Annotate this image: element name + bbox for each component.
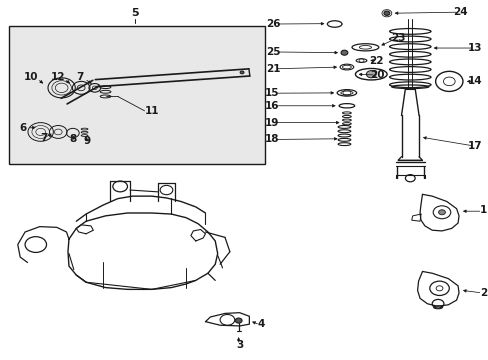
Text: 19: 19	[264, 118, 279, 128]
Text: 11: 11	[144, 106, 159, 116]
Circle shape	[366, 71, 375, 78]
Text: 26: 26	[266, 19, 281, 29]
Text: 24: 24	[452, 7, 467, 17]
Text: 7: 7	[40, 133, 47, 143]
Text: 15: 15	[264, 88, 279, 98]
Text: 20: 20	[369, 70, 384, 80]
Circle shape	[383, 11, 389, 15]
Text: 3: 3	[236, 340, 243, 350]
Text: 10: 10	[23, 72, 38, 82]
Circle shape	[235, 318, 242, 323]
Text: 16: 16	[264, 101, 279, 111]
Bar	[9, 26, 265, 164]
Text: 6: 6	[19, 123, 26, 133]
Circle shape	[340, 50, 347, 55]
Text: 4: 4	[257, 319, 264, 329]
Text: 1: 1	[479, 206, 486, 216]
Text: 17: 17	[467, 141, 482, 151]
Text: 14: 14	[467, 76, 482, 86]
Text: 5: 5	[131, 8, 138, 18]
Text: 23: 23	[390, 33, 405, 43]
Text: 13: 13	[467, 43, 481, 53]
Text: 21: 21	[265, 64, 280, 74]
Circle shape	[240, 71, 244, 74]
Text: 22: 22	[368, 56, 383, 66]
Text: 9: 9	[84, 136, 91, 145]
Text: 8: 8	[69, 134, 76, 144]
Text: 12: 12	[51, 72, 65, 82]
Text: 2: 2	[479, 288, 486, 298]
Text: 25: 25	[266, 47, 281, 57]
Circle shape	[438, 210, 445, 215]
Text: 7: 7	[76, 72, 83, 82]
Text: 18: 18	[264, 135, 279, 144]
